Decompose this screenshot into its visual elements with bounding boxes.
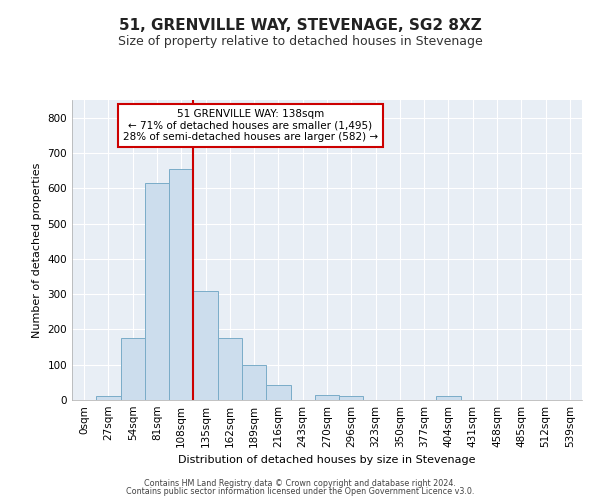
Bar bbox=[266, 385, 290, 400]
Bar bbox=[96, 396, 121, 400]
Bar bbox=[242, 364, 266, 400]
Text: Size of property relative to detached houses in Stevenage: Size of property relative to detached ho… bbox=[118, 35, 482, 48]
Text: 51 GRENVILLE WAY: 138sqm
← 71% of detached houses are smaller (1,495)
28% of sem: 51 GRENVILLE WAY: 138sqm ← 71% of detach… bbox=[123, 109, 378, 142]
Bar bbox=[218, 338, 242, 400]
Bar bbox=[169, 169, 193, 400]
Text: Contains public sector information licensed under the Open Government Licence v3: Contains public sector information licen… bbox=[126, 487, 474, 496]
Bar bbox=[121, 338, 145, 400]
Bar bbox=[315, 394, 339, 400]
Y-axis label: Number of detached properties: Number of detached properties bbox=[32, 162, 42, 338]
Bar bbox=[145, 183, 169, 400]
Bar bbox=[339, 396, 364, 400]
Text: 51, GRENVILLE WAY, STEVENAGE, SG2 8XZ: 51, GRENVILLE WAY, STEVENAGE, SG2 8XZ bbox=[119, 18, 481, 32]
Bar bbox=[436, 396, 461, 400]
Text: Contains HM Land Registry data © Crown copyright and database right 2024.: Contains HM Land Registry data © Crown c… bbox=[144, 478, 456, 488]
X-axis label: Distribution of detached houses by size in Stevenage: Distribution of detached houses by size … bbox=[178, 456, 476, 466]
Bar bbox=[193, 290, 218, 400]
